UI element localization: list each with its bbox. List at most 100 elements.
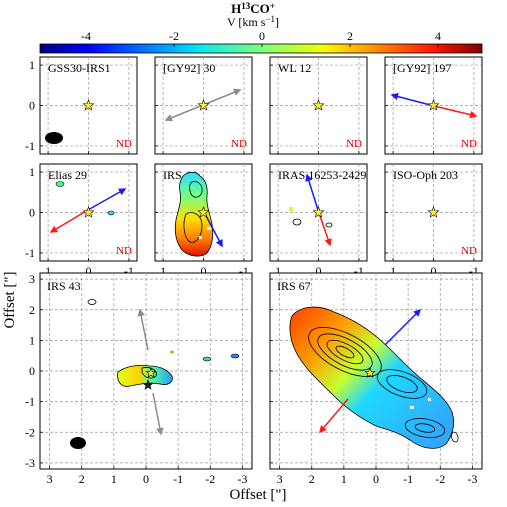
iras16253-blue-arrow bbox=[305, 173, 319, 211]
elias29-blue-arrow bbox=[87, 188, 127, 211]
y-tick-label: -3 bbox=[25, 456, 35, 470]
colorbar-tick-label: -4 bbox=[81, 29, 91, 43]
x-tick-label: 0 bbox=[201, 264, 207, 278]
colorbar-tick-label: 2 bbox=[347, 29, 353, 43]
source-star bbox=[197, 99, 210, 111]
source-star bbox=[312, 99, 325, 111]
source-star bbox=[82, 99, 95, 111]
source-star bbox=[82, 206, 95, 218]
y-tick-label: -1 bbox=[25, 246, 35, 260]
source-star bbox=[312, 206, 325, 218]
panel-title: [GY92] 197 bbox=[393, 61, 451, 75]
y-axis-label: Offset ["] bbox=[2, 271, 18, 328]
irs44-contour bbox=[183, 212, 203, 243]
x-tick-label: 1 bbox=[275, 264, 281, 278]
irs67-contour bbox=[414, 423, 436, 433]
irs43-small-region bbox=[170, 350, 174, 354]
x-tick-label: 2 bbox=[309, 472, 315, 486]
y-tick-label: 0 bbox=[29, 99, 35, 113]
nd-label: ND bbox=[116, 138, 132, 150]
x-tick-label: 3 bbox=[47, 472, 53, 486]
irs67-white-pixel bbox=[410, 406, 414, 409]
x-tick-label: 3 bbox=[277, 472, 283, 486]
panel-title: [GY92] 30 bbox=[163, 61, 215, 75]
x-tick-label: -2 bbox=[435, 472, 445, 486]
panel-title: IRS 67 bbox=[277, 279, 311, 293]
nd-label: ND bbox=[461, 245, 477, 257]
x-tick-label: 1 bbox=[45, 264, 51, 278]
x-tick-label: 0 bbox=[316, 264, 322, 278]
irs67-emission-region bbox=[289, 306, 454, 449]
gy92-197-blue-arrow bbox=[390, 92, 435, 107]
x-tick-label: 0 bbox=[431, 264, 437, 278]
iras16253-emission bbox=[289, 207, 333, 228]
y-tick-label: -1 bbox=[25, 139, 35, 153]
source-star bbox=[145, 367, 157, 378]
colorbar-ticks bbox=[85, 44, 439, 47]
irs67-contour bbox=[317, 333, 373, 371]
y-tick-label: 1 bbox=[29, 58, 35, 72]
irs67-contour bbox=[335, 345, 355, 359]
x-tick-label: -1 bbox=[469, 264, 479, 278]
colorbar-tick-label: 4 bbox=[435, 29, 441, 43]
panel-4: Elias 29 ND 1 0 -1 1 0 -1 bbox=[25, 163, 138, 278]
irs44-white-pixel bbox=[199, 236, 202, 239]
y-tick-label: 0 bbox=[29, 364, 35, 378]
x-tick-label: 0 bbox=[86, 264, 92, 278]
nd-label: ND bbox=[231, 138, 247, 150]
nd-label: ND bbox=[461, 138, 477, 150]
panel-7: ISO-Oph 203 ND 1 0 -1 bbox=[384, 163, 483, 278]
x-axis-label: Offset ["] bbox=[229, 487, 286, 503]
irs43-small-region bbox=[202, 356, 212, 362]
source-star bbox=[427, 206, 440, 218]
irs43-outflow-arrow-north bbox=[137, 308, 149, 351]
panel-0: GSS30-IRS1 ND 1 0 -1 bbox=[25, 56, 138, 155]
x-tick-label: -1 bbox=[403, 472, 413, 486]
irs67-contour bbox=[404, 418, 446, 438]
irs67-contour bbox=[386, 375, 418, 393]
x-tick-label: -1 bbox=[354, 264, 364, 278]
x-tick-label: -1 bbox=[239, 264, 249, 278]
irs67-contour bbox=[308, 326, 382, 378]
elias29-red-arrow bbox=[49, 209, 89, 233]
y-tick-label: 1 bbox=[29, 333, 35, 347]
x-tick-label: 1 bbox=[111, 472, 117, 486]
panel-title: ISO-Oph 203 bbox=[393, 168, 458, 182]
y-tick-label: 3 bbox=[29, 272, 35, 286]
companion-star bbox=[142, 379, 154, 390]
colorbar-tick-label: -2 bbox=[169, 29, 179, 43]
irs44-contour bbox=[189, 181, 203, 198]
x-tick-label: -2 bbox=[205, 472, 215, 486]
irs44-white-pixel bbox=[207, 227, 211, 230]
irs43-contour bbox=[141, 367, 157, 379]
y-tick-label: -1 bbox=[25, 395, 35, 409]
irs67-contour bbox=[326, 339, 364, 365]
panel-title: Elias 29 bbox=[48, 168, 87, 182]
x-tick-label: 2 bbox=[79, 472, 85, 486]
source-star bbox=[197, 206, 210, 218]
y-tick-label: -2 bbox=[25, 425, 35, 439]
irs67-contour bbox=[451, 431, 459, 443]
irs67-emission bbox=[289, 306, 459, 449]
outflow-arrows bbox=[49, 88, 478, 436]
x-tick-label: 1 bbox=[160, 264, 166, 278]
panel-title: IRAS 16253-2429 bbox=[278, 168, 366, 182]
y-tick-label: 2 bbox=[29, 303, 35, 317]
source-star bbox=[364, 367, 376, 378]
beam-ellipse bbox=[45, 132, 63, 144]
elias29-emission bbox=[55, 181, 115, 216]
irs43-emission bbox=[117, 350, 240, 387]
nd-label: ND bbox=[116, 245, 132, 257]
panel-title: WL 12 bbox=[278, 61, 311, 75]
y-tick-label: 1 bbox=[29, 165, 35, 179]
source-star bbox=[427, 99, 440, 111]
colorbar-unit-label: V [km s−1] bbox=[227, 14, 279, 29]
nd-label: ND bbox=[346, 138, 362, 150]
x-tick-label: -3 bbox=[237, 472, 247, 486]
x-tick-label: 1 bbox=[341, 472, 347, 486]
irs43-contour bbox=[87, 299, 97, 305]
x-tick-label: -1 bbox=[124, 264, 134, 278]
irs67-red-arrow bbox=[319, 398, 349, 434]
y-tick-label: 0 bbox=[29, 206, 35, 220]
